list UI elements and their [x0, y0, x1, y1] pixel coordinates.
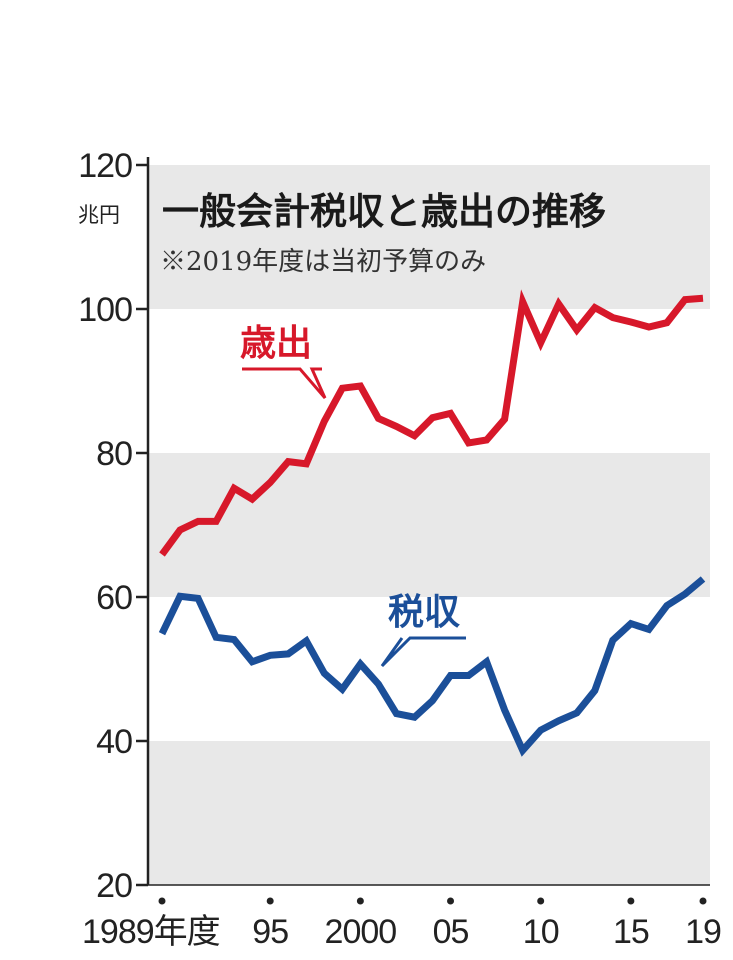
x-tick-dot [447, 897, 455, 905]
x-axis-ticks: 1989年度 95 2000 05 10 15 19 [82, 897, 722, 951]
x-tick-label: 1989年度 [82, 913, 220, 951]
x-tick-dot [356, 897, 364, 905]
series-label-tax-text: 税収 [388, 592, 460, 633]
x-tick-dot [627, 897, 635, 905]
axes [146, 157, 710, 886]
y-tick-label: 60 [96, 579, 132, 617]
y-tick-label: 80 [96, 435, 132, 473]
x-tick-label: 10 [523, 913, 559, 951]
chart-subtitle: ※2019年度は当初予算のみ [160, 247, 486, 277]
background-bands [148, 165, 710, 885]
x-tick-dot [537, 897, 545, 905]
y-tick-label: 20 [96, 867, 132, 905]
series-label-tax-pointer [380, 636, 466, 668]
x-tick-label: 15 [613, 913, 649, 951]
x-tick-label: 95 [252, 913, 288, 951]
series-label-spending-text: 歳出 [240, 323, 312, 364]
x-tick-dot [699, 897, 707, 905]
x-tick-label: 2000 [325, 913, 397, 951]
background-band [148, 741, 710, 885]
background-band [148, 165, 710, 309]
x-tick-label: 05 [433, 913, 469, 951]
y-tick-label: 40 [96, 723, 132, 761]
y-axis-unit: 兆円 [78, 203, 120, 227]
series-lines [158, 289, 706, 757]
series-label-tax: 税収 [380, 592, 466, 668]
series-line-tax [158, 576, 706, 757]
series-label-spending-pointer [242, 367, 327, 399]
y-axis-ticks: 20 40 60 80 100 120 [78, 147, 148, 905]
chart-title: 一般会計税収と歳出の推移 [162, 190, 606, 233]
series-label-spending: 歳出 [240, 323, 327, 399]
x-tick-label: 19 [685, 913, 721, 951]
x-tick-dot [158, 897, 166, 905]
series-line-spending [159, 289, 704, 557]
x-tick-dot [266, 897, 274, 905]
background-band [148, 453, 710, 597]
y-tick-label: 120 [78, 147, 132, 185]
y-tick-label: 100 [78, 291, 132, 329]
